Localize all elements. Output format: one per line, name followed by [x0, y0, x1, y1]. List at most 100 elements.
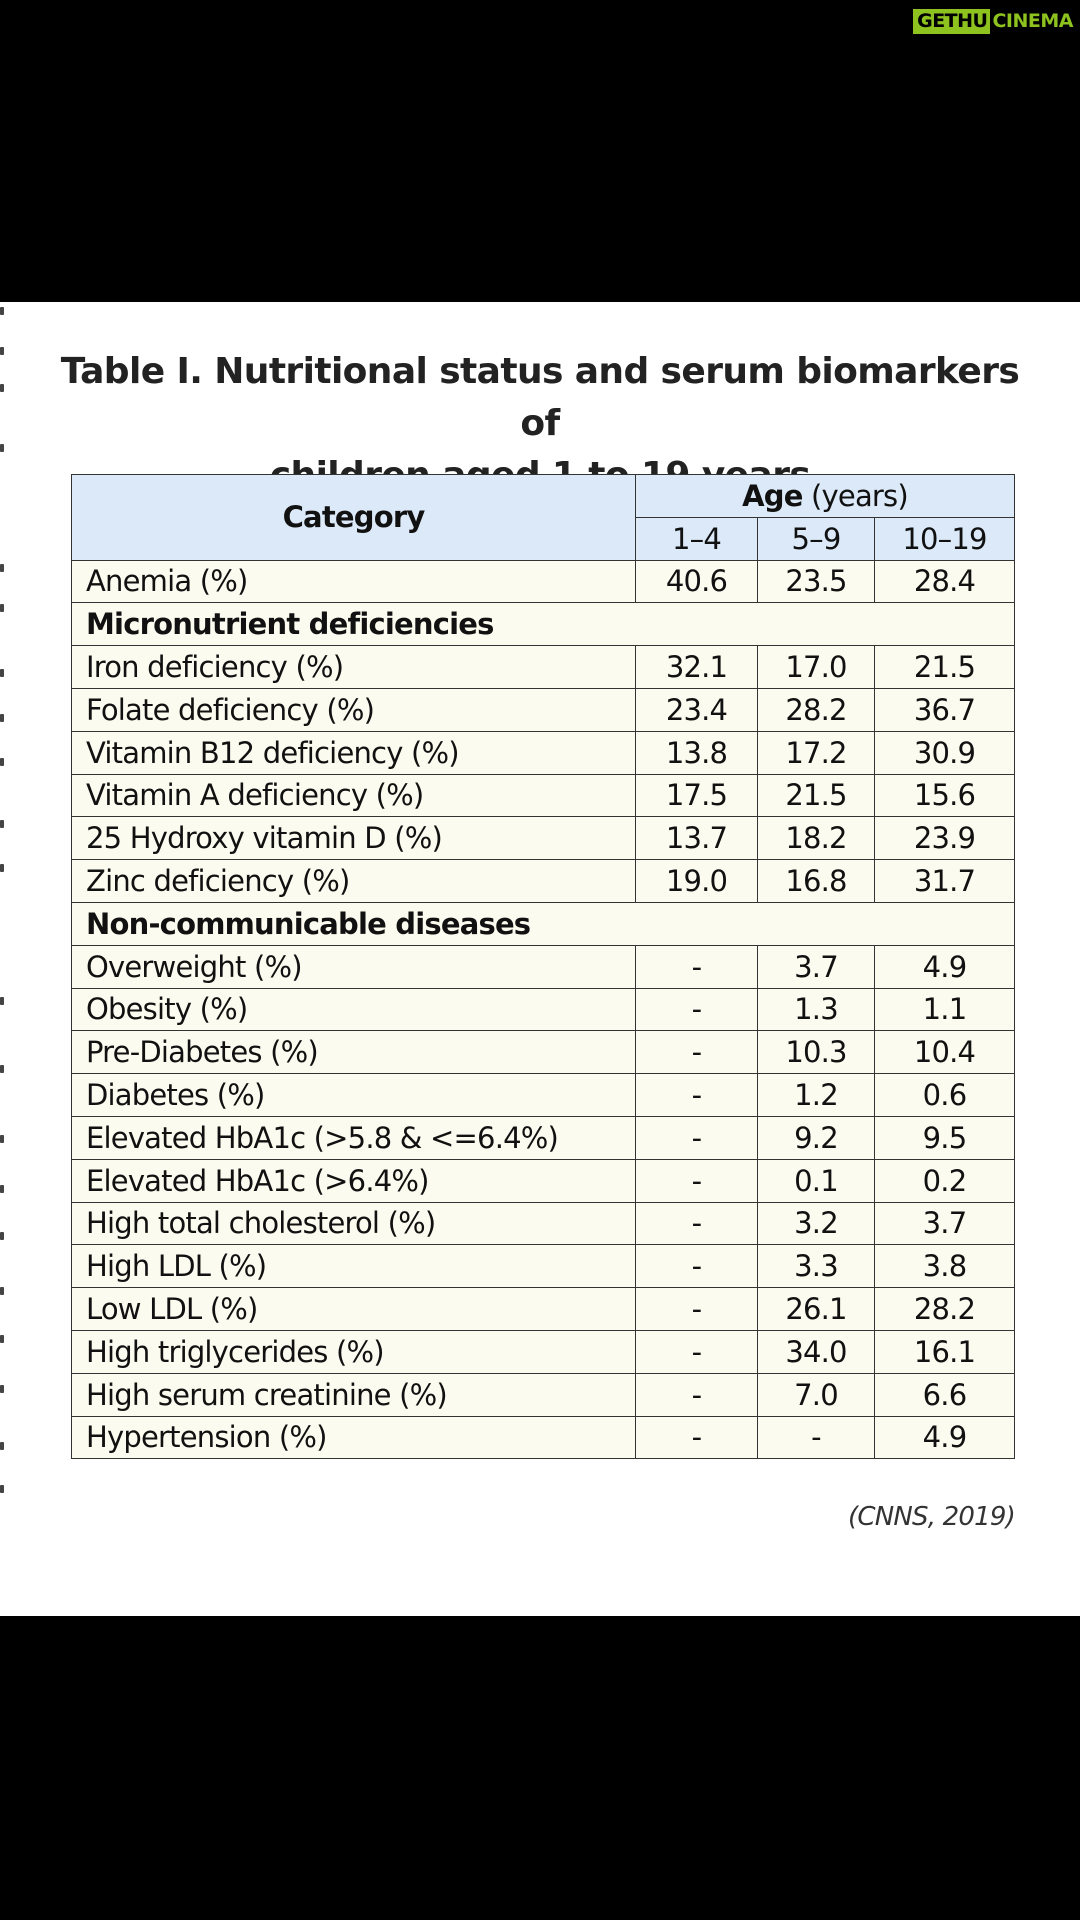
table-header: Category Age (years) 1–4 5–9 10–19	[71, 474, 1016, 561]
value-cell: 30.9	[873, 730, 1016, 775]
row-label: Elevated HbA1c (>6.4%)	[71, 1158, 636, 1203]
value-cell: 0.6	[873, 1073, 1016, 1117]
row-label: Obesity (%)	[71, 987, 636, 1032]
value-cell: -	[635, 987, 758, 1032]
row-label: Elevated HbA1c (>5.8 & <=6.4%)	[71, 1115, 636, 1160]
nutrition-table: Category Age (years) 1–4 5–9 10–19 Anemi…	[70, 474, 1016, 1460]
value-cell: 3.7	[873, 1201, 1016, 1246]
value-cell: 16.1	[873, 1329, 1016, 1374]
row-label: Anemia (%)	[71, 559, 636, 604]
watermark-left-text: GETHU	[913, 9, 991, 34]
value-cell: 13.8	[635, 730, 758, 775]
section-heading: Non-communicable diseases	[70, 901, 1016, 946]
value-cell: 10.3	[757, 1030, 875, 1075]
value-cell: 3.3	[757, 1244, 875, 1289]
value-cell: 6.6	[873, 1372, 1016, 1417]
table-body: Anemia (%) 40.6 23.5 28.4 Micronutrient defi…	[70, 559, 1016, 1460]
value-cell: 3.7	[757, 944, 875, 989]
table-row: Hypertension (%) - -4.9	[71, 1415, 1016, 1460]
section-row: Micronutrient deficiencies	[70, 602, 1016, 647]
value-cell: -	[635, 1244, 758, 1289]
table-row: Low LDL (%) -26.1 28.2	[71, 1287, 1016, 1331]
value-cell: -	[635, 1372, 758, 1417]
value-cell: 28.2	[757, 687, 875, 732]
source-citation: (CNNS, 2019)	[848, 1502, 1016, 1532]
table-row: High serum creatinine (%) -7.0 6.6	[71, 1372, 1016, 1417]
value-cell: 3.8	[873, 1244, 1016, 1289]
value-cell: -	[635, 1158, 758, 1203]
row-label: Low LDL (%)	[71, 1287, 636, 1331]
table-row: Zinc deficiency (%) 19.0 16.8 31.7	[71, 859, 1016, 903]
value-cell: 1.1	[873, 987, 1016, 1032]
bottom-black-bar	[0, 1616, 1080, 1920]
table-row: Vitamin B12 deficiency (%) 13.8 17.2 30.9	[71, 730, 1016, 775]
table-row: Vitamin A deficiency (%) 17.5 21.5 15.6	[71, 773, 1016, 818]
category-header: Category	[71, 474, 636, 561]
value-cell: -	[635, 1030, 758, 1075]
value-cell: 10.4	[873, 1030, 1016, 1075]
table-row: High triglycerides (%) -34.0 16.1	[71, 1329, 1016, 1374]
age-header-bold: Age	[742, 478, 803, 513]
value-cell: 9.5	[873, 1115, 1016, 1160]
value-cell: 21.5	[757, 773, 875, 818]
table-row: Anemia (%) 40.6 23.5 28.4	[71, 559, 1016, 604]
value-cell: 23.9	[873, 816, 1016, 861]
row-label: Zinc deficiency (%)	[71, 859, 636, 903]
value-cell: -	[635, 1073, 758, 1117]
row-label: Iron deficiency (%)	[71, 645, 636, 689]
value-cell: 0.1	[757, 1158, 875, 1203]
value-cell: 26.1	[757, 1287, 875, 1331]
value-cell: 7.0	[757, 1372, 875, 1417]
value-cell: 1.2	[757, 1073, 875, 1117]
value-cell: 9.2	[757, 1115, 875, 1160]
row-label: High triglycerides (%)	[71, 1329, 636, 1374]
row-label: Folate deficiency (%)	[71, 687, 636, 732]
table-row: 25 Hydroxy vitamin D (%) 13.7 18.2 23.9	[71, 816, 1016, 861]
value-cell: 4.9	[873, 1415, 1016, 1460]
value-cell: 17.5	[635, 773, 758, 818]
table-row: Elevated HbA1c (>5.8 & <=6.4%) -9.2 9.5	[71, 1115, 1016, 1160]
row-label: Hypertension (%)	[71, 1415, 636, 1460]
value-cell: -	[635, 1415, 758, 1460]
value-cell: 4.9	[873, 944, 1016, 989]
watermark-right-text: CINEMA	[992, 10, 1073, 32]
age-group-header: 10–19	[873, 516, 1016, 561]
value-cell: 3.2	[757, 1201, 875, 1246]
section-row: Non-communicable diseases	[70, 901, 1016, 946]
row-label: 25 Hydroxy vitamin D (%)	[71, 816, 636, 861]
table-row: Iron deficiency (%) 32.1 17.0 21.5	[71, 645, 1016, 689]
section-heading: Micronutrient deficiencies	[70, 602, 1016, 647]
top-black-bar: GETHU CINEMA	[0, 0, 1080, 302]
value-cell: 1.3	[757, 987, 875, 1032]
row-label: Diabetes (%)	[71, 1073, 636, 1117]
row-label: Overweight (%)	[71, 944, 636, 989]
value-cell: 18.2	[757, 816, 875, 861]
value-cell: 17.2	[757, 730, 875, 775]
table-row: High LDL (%) -3.3 3.8	[71, 1244, 1016, 1289]
channel-watermark: GETHU CINEMA	[913, 9, 1075, 34]
row-label: High total cholesterol (%)	[71, 1201, 636, 1246]
value-cell: 19.0	[635, 859, 758, 903]
age-group-header: 5–9	[757, 516, 875, 561]
value-cell: -	[635, 1115, 758, 1160]
age-header-unit: (years)	[802, 478, 909, 513]
table-row: High total cholesterol (%) -3.2 3.7	[71, 1201, 1016, 1246]
value-cell: -	[635, 1329, 758, 1374]
value-cell: -	[635, 1201, 758, 1246]
value-cell: 16.8	[757, 859, 875, 903]
table-row: Overweight (%) -3.7 4.9	[71, 944, 1016, 989]
value-cell: 15.6	[873, 773, 1016, 818]
value-cell: 28.2	[873, 1287, 1016, 1331]
row-label: Vitamin A deficiency (%)	[71, 773, 636, 818]
value-cell: 23.4	[635, 687, 758, 732]
value-cell: 34.0	[757, 1329, 875, 1374]
value-cell: 21.5	[873, 645, 1016, 689]
value-cell: 28.4	[873, 559, 1016, 604]
value-cell: -	[635, 944, 758, 989]
row-label: Pre-Diabetes (%)	[71, 1030, 636, 1075]
table-row: Elevated HbA1c (>6.4%) -0.1 0.2	[71, 1158, 1016, 1203]
row-label: Vitamin B12 deficiency (%)	[71, 730, 636, 775]
table-row: Obesity (%) -1.3 1.1	[71, 987, 1016, 1032]
value-cell: -	[757, 1415, 875, 1460]
value-cell: -	[635, 1287, 758, 1331]
